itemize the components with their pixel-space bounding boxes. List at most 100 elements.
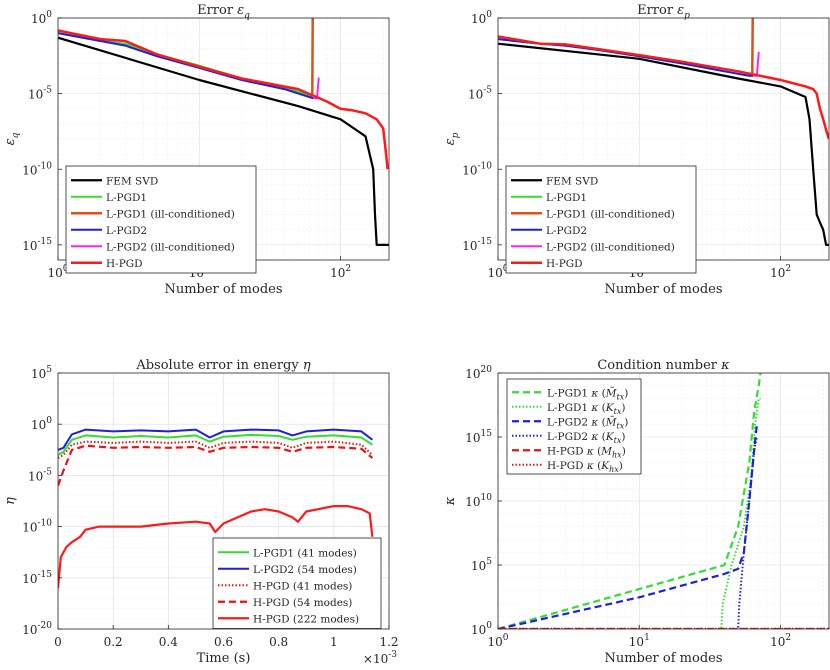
legend-label-3: H-PGD (41 modes) (253, 580, 352, 592)
series-line-1 (498, 373, 762, 629)
x-tick-label-3: 102 (770, 633, 791, 649)
x-tick-label-7: 1.2 (379, 635, 398, 649)
x-axis-label: Time (s) (197, 651, 251, 666)
legend-label-1: FEM SVD (106, 175, 158, 187)
y-tick-label-2: 10-5 (28, 86, 52, 102)
chart-title: Error εp (637, 3, 690, 21)
x-tick-label-5: 0.8 (269, 635, 288, 649)
series-group (58, 18, 389, 246)
series-line-1 (58, 433, 373, 456)
x-tick-label-1: 100 (47, 264, 68, 280)
series-line-1 (498, 42, 829, 246)
y-axis-label: εp (443, 132, 461, 145)
legend-label-4: L-PGD2 κ (Ktx) (547, 431, 625, 445)
x-axis-label: Number of modes (164, 282, 282, 297)
y-tick-label-5: 100 (471, 621, 492, 637)
x-tick-label-3: 102 (330, 264, 351, 280)
x-axis-label: Number of modes (604, 651, 722, 666)
legend-label-4: L-PGD2 (546, 225, 587, 237)
x-tick-label-2: 101 (629, 633, 650, 649)
series-line-6 (498, 35, 829, 140)
y-tick-label-6: 10-20 (22, 621, 52, 637)
y-tick-label-4: 10-15 (22, 237, 52, 253)
legend-label-3: L-PGD1 (ill-conditioned) (546, 208, 675, 220)
series-line-6 (58, 29, 389, 170)
series-line-3 (58, 440, 374, 459)
legend-label-2: L-PGD1 (106, 192, 147, 204)
legend: FEM SVD L-PGD1 L-PGD1 (ill-conditioned) L-P… (505, 165, 697, 274)
y-tick-label-5: 10-15 (22, 570, 52, 586)
legend-label-1: L-PGD1 (41 modes) (253, 547, 357, 559)
series-line-3 (311, 18, 315, 96)
y-tick-label-4: 10-10 (22, 519, 52, 535)
x-tick-label-1: 0 (54, 635, 62, 649)
legend-box (65, 165, 257, 274)
legend-label-6: H-PGD (546, 258, 583, 270)
series-group (498, 18, 829, 246)
y-axis-label: η (3, 497, 18, 505)
y-tick-label-1: 105 (31, 365, 52, 381)
legend-label-6: H-PGD (106, 258, 143, 270)
y-tick-label-2: 100 (31, 416, 52, 432)
y-tick-label-2: 10-5 (468, 86, 492, 102)
legend-label-1: L-PGD1 κ (M̄tx) (547, 386, 628, 401)
legend: L-PGD1 (41 modes) L-PGD2 (54 modes) H-PGD … (212, 537, 382, 629)
chart-title: Condition number κ (597, 358, 730, 373)
legend-label-2: L-PGD1 κ (Ktx) (547, 402, 625, 416)
legend-label-5: L-PGD2 (ill-conditioned) (546, 241, 675, 253)
legend-label-4: L-PGD2 (106, 225, 147, 237)
chart-title: Absolute error in energy η (135, 358, 311, 373)
chart-title: Error εq (197, 3, 250, 21)
series-line-5 (313, 77, 320, 100)
legend-label-1: FEM SVD (546, 175, 598, 187)
x-axis-label: Number of modes (604, 282, 722, 297)
y-tick-label-3: 10-10 (462, 161, 492, 177)
panel-condition-kappa: 100 101 102 1020 1015 1010 105 100 Condition num… (443, 358, 830, 666)
legend-label-3: L-PGD2 κ (M̄tx) (547, 415, 628, 430)
series-line-1 (58, 36, 389, 246)
series-line-5 (753, 51, 760, 77)
series-line-2 (58, 428, 374, 451)
series-line-4 (498, 436, 758, 629)
x-multiplier: ×10-3 (363, 650, 397, 666)
legend: L-PGD1 κ (M̄tx)L-PGD1 κ (Ktx)L-PGD2 κ (M… (506, 378, 642, 475)
x-tick-label-3: 0.4 (159, 635, 178, 649)
x-tick-label-4: 0.6 (214, 635, 233, 649)
y-tick-label-4: 105 (471, 557, 492, 573)
x-tick-label-6: 1 (330, 635, 338, 649)
panel-energy-eta: 0 0.2 0.4 0.6 0.8 1 1.2 105 100 10-5 10-10 10-15 10-… (3, 358, 399, 666)
legend-label-2: L-PGD1 (546, 192, 587, 204)
legend-label-4: H-PGD (54 modes) (253, 597, 352, 609)
y-tick-label-3: 1010 (465, 493, 492, 509)
y-axis-label: κ (443, 496, 458, 506)
x-tick-label-1: 100 (487, 264, 508, 280)
y-tick-label-1: 100 (471, 10, 492, 26)
legend-box (506, 378, 642, 475)
series-line-4 (58, 444, 374, 486)
x-tick-label-1: 100 (487, 633, 508, 649)
legend-label-5: H-PGD κ (Mhx) (547, 445, 626, 459)
legend-label-5: H-PGD (222 modes) (253, 613, 359, 625)
legend-label-2: L-PGD2 (54 modes) (253, 564, 357, 576)
series-line-3 (751, 18, 755, 74)
y-tick-label-1: 1020 (465, 365, 492, 381)
series-line-2 (498, 397, 761, 629)
y-tick-label-3: 10-10 (22, 161, 52, 177)
legend-label-3: L-PGD1 (ill-conditioned) (106, 208, 235, 220)
series-line-5 (58, 505, 374, 589)
y-tick-label-1: 100 (31, 10, 52, 26)
legend-box (505, 165, 697, 274)
series-group (58, 428, 374, 589)
series-line-3 (498, 424, 758, 629)
y-axis-label: εq (3, 132, 21, 145)
legend: FEM SVD L-PGD1 L-PGD1 (ill-conditioned) L-P… (65, 165, 257, 274)
y-tick-label-3: 10-5 (28, 467, 52, 483)
y-tick-label-2: 1015 (465, 429, 492, 445)
legend-label-5: L-PGD2 (ill-conditioned) (106, 241, 235, 253)
x-tick-label-2: 0.2 (104, 635, 123, 649)
x-tick-label-3: 102 (770, 264, 791, 280)
legend-label-6: H-PGD κ (Khx) (547, 460, 623, 474)
